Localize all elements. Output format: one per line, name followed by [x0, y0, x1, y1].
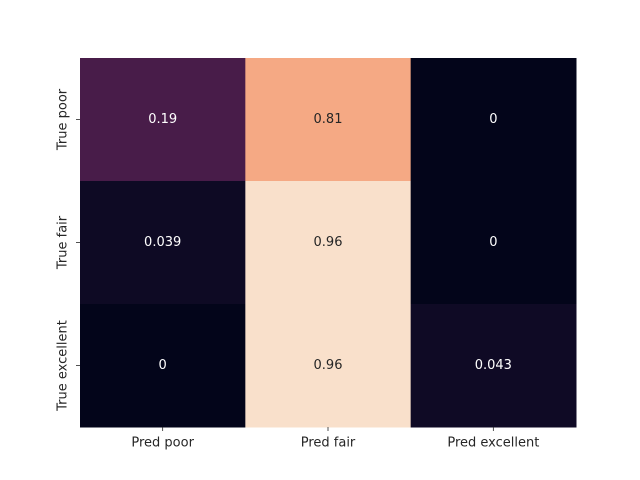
heatmap-cell-r0-c2	[410, 58, 577, 182]
cell-label-r2-c0: 0	[159, 358, 167, 373]
cell-label-r0-c0: 0.19	[148, 112, 177, 127]
y-tick-label-2: True excellent	[56, 320, 71, 412]
cell-label-r1-c1: 0.96	[314, 235, 343, 250]
x-tick-label-2: Pred excellent	[447, 436, 539, 451]
cell-label-r0-c2: 0	[489, 112, 497, 127]
cell-label-r1-c2: 0	[489, 235, 497, 250]
heatmap-cell-r1-c2	[410, 181, 577, 305]
y-axis: True poor True fair True excellent	[56, 88, 80, 412]
heatmap-cell-r1-c1	[245, 181, 412, 305]
heatmap-cells	[80, 58, 577, 428]
heatmap-cell-r0-c0	[80, 58, 246, 182]
y-tick-label-1: True fair	[56, 215, 71, 270]
heatmap-cell-r1-c0	[80, 181, 246, 305]
cell-label-r2-c2: 0.043	[475, 358, 512, 373]
x-tick-label-0: Pred poor	[131, 436, 194, 451]
heatmap-cell-r2-c0	[80, 304, 246, 428]
cell-label-r1-c0: 0.039	[144, 235, 181, 250]
cell-label-r2-c1: 0.96	[314, 358, 343, 373]
cell-label-r0-c1: 0.81	[314, 112, 343, 127]
heatmap-cell-r0-c1	[245, 58, 412, 182]
heatmap-cell-r2-c2	[410, 304, 577, 428]
x-tick-label-1: Pred fair	[301, 436, 356, 451]
heatmap-cell-r2-c1	[245, 304, 412, 428]
x-axis: Pred poor Pred fair Pred excellent	[131, 427, 539, 451]
heatmap-cell-labels: 0.19 0.81 0 0.039 0.96 0 0 0.96 0.043	[144, 112, 512, 373]
y-tick-label-0: True poor	[56, 88, 71, 151]
